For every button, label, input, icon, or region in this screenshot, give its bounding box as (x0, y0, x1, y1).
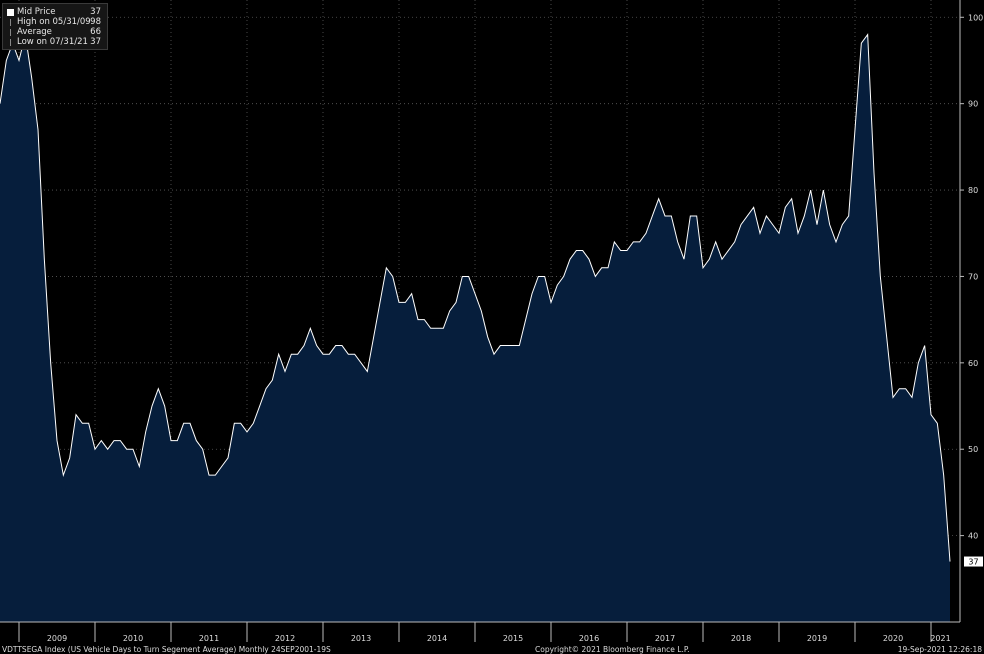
line-marker-icon (7, 28, 14, 36)
footer-copyright: Copyright© 2021 Bloomberg Finance L.P. (535, 645, 690, 654)
y-tick-label: 70 (968, 272, 978, 281)
legend-label: High on 05/31/09 (17, 17, 91, 27)
x-tick-label: 2010 (123, 634, 143, 643)
legend-item-high: High on 05/31/09 98 (7, 17, 101, 27)
y-tick-label: 60 (968, 359, 978, 368)
last-value-label: 37 (968, 558, 978, 567)
line-marker-icon (7, 38, 14, 46)
x-tick-label: 2018 (731, 634, 751, 643)
x-tick-label: 2020 (883, 634, 903, 643)
x-tick-label: 2016 (579, 634, 599, 643)
y-tick-label: 100 (968, 13, 983, 22)
footer-timestamp: 19-Sep-2021 12:26:18 (897, 645, 982, 654)
x-tick-label: 2011 (199, 634, 219, 643)
x-tick-label: 2013 (351, 634, 371, 643)
y-tick-label: 90 (968, 100, 978, 109)
x-tick-label: 2017 (655, 634, 675, 643)
x-tick-label: 2021 (930, 634, 950, 643)
legend-label: Low on 07/31/21 (17, 37, 88, 47)
legend-item-mid-price: Mid Price 37 (7, 7, 101, 17)
x-tick-label: 2015 (503, 634, 523, 643)
x-tick-label: 2019 (807, 634, 827, 643)
legend-value: 66 (90, 27, 101, 37)
x-tick-label: 2012 (275, 634, 295, 643)
x-tick-label: 2009 (47, 634, 67, 643)
chart-legend: Mid Price 37 High on 05/31/09 98 Average… (2, 3, 108, 50)
x-axis-ticks: 2009 2010 2011 2012 2013 2014 2015 2016 2017 2018… (18, 622, 951, 643)
legend-value: 98 (90, 17, 101, 27)
last-value-marker: 37 (964, 556, 983, 567)
y-tick-label: 40 (968, 532, 978, 541)
x-tick-label: 2014 (427, 634, 447, 643)
y-axis-ticks: 40 50 60 70 80 90 100 (960, 13, 983, 541)
line-marker-icon (7, 18, 14, 26)
last-value-badge (964, 556, 983, 567)
legend-value: 37 (90, 7, 101, 17)
y-tick-label: 50 (968, 445, 978, 454)
legend-label: Average (17, 27, 52, 37)
legend-value: 37 (90, 37, 101, 47)
legend-label: Mid Price (17, 7, 56, 17)
filled-square-icon (7, 8, 14, 16)
y-tick-label: 80 (968, 186, 978, 195)
footer-index-description: VDTTSEGA Index (US Vehicle Days to Turn … (2, 645, 331, 654)
legend-item-low: Low on 07/31/21 37 (7, 37, 101, 47)
series-area-fill (0, 34, 950, 623)
legend-item-average: Average 66 (7, 27, 101, 37)
series-line (0, 33, 951, 562)
